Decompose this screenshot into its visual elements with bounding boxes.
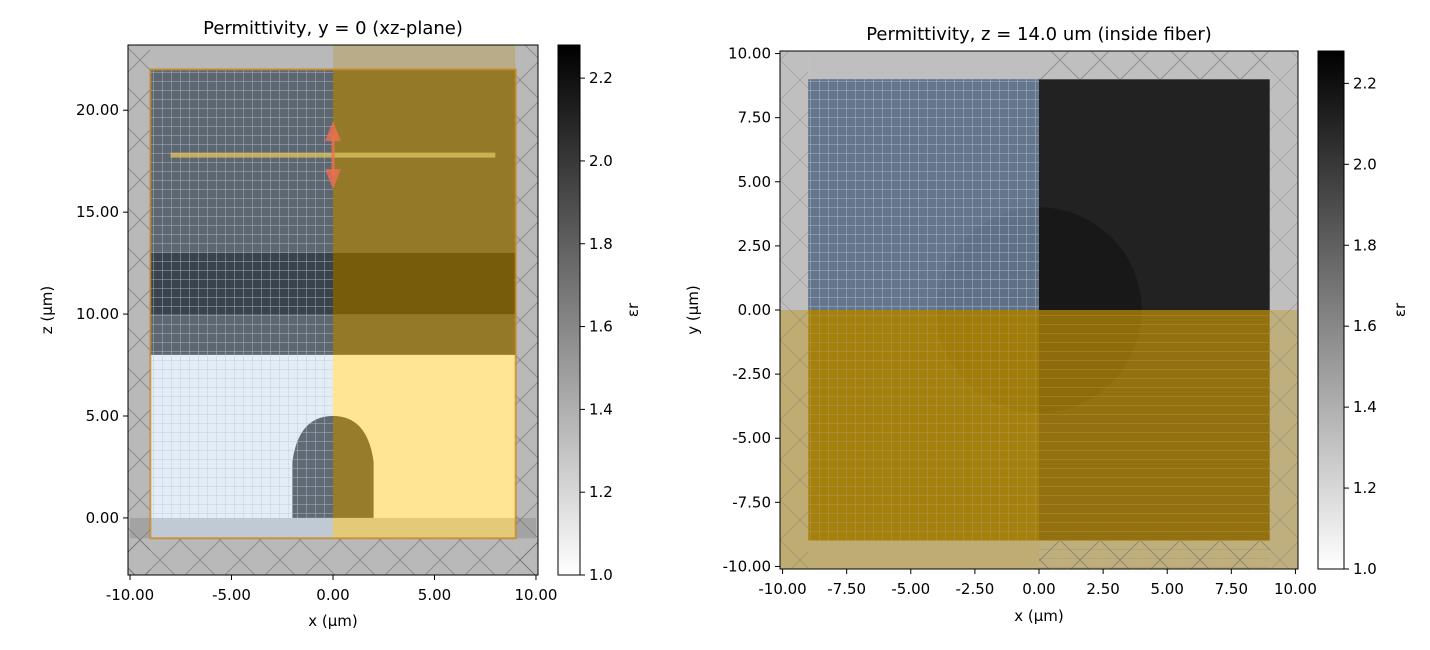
right-x-tick-label: 5.00 bbox=[1151, 580, 1184, 598]
right-x-tick-label: 2.50 bbox=[1086, 580, 1119, 598]
left-x-tick-label: 5.00 bbox=[418, 586, 451, 604]
left-y-tick-label: 20.00 bbox=[76, 101, 119, 119]
colorbar-tick-label: 1.0 bbox=[1353, 560, 1377, 578]
colorbar-tick-label: 1.8 bbox=[1353, 236, 1377, 254]
left-pml-hatch-bottom bbox=[128, 538, 538, 575]
right-y-tick-label: -7.50 bbox=[732, 493, 771, 511]
right-y-tick-label: -10.00 bbox=[723, 557, 771, 575]
right-x-tick-label: -7.50 bbox=[827, 580, 866, 598]
colorbar-tick-label: 2.2 bbox=[1353, 74, 1377, 92]
left-x-tick-label: -10.00 bbox=[106, 586, 154, 604]
right-y-tick-label: 2.50 bbox=[738, 237, 771, 255]
left-symmetry-yellow bbox=[333, 45, 516, 539]
right-pml-hatch-bottom bbox=[1039, 540, 1270, 569]
right-plot-area bbox=[780, 51, 1298, 569]
colorbar-tick-label: 1.0 bbox=[589, 566, 613, 584]
right-x-tick-label: -2.50 bbox=[955, 580, 994, 598]
left-y-tick-label: 10.00 bbox=[76, 305, 119, 323]
left-colorbar-label: εr bbox=[624, 302, 642, 317]
left-plot-area bbox=[128, 45, 538, 575]
right-pml-hatch-right bbox=[1269, 51, 1298, 569]
right-x-tick-label: 10.00 bbox=[1274, 580, 1317, 598]
right-x-tick-label: 0.00 bbox=[1022, 580, 1055, 598]
colorbar-tick-label: 1.6 bbox=[1353, 317, 1377, 335]
right-y-ticks: -10.00 -7.50 -5.00 -2.50 0.00 2.50 5.00 7.50 10.… bbox=[723, 45, 780, 575]
right-title: Permittivity, z = 14.0 um (inside fiber) bbox=[866, 24, 1212, 45]
right-colorbar-label: εr bbox=[1391, 302, 1409, 317]
colorbar-tick-label: 1.4 bbox=[589, 400, 613, 418]
right-x-tick-label: -5.00 bbox=[891, 580, 930, 598]
right-x-tick-label: -10.00 bbox=[758, 580, 806, 598]
left-y-tick-label: 0.00 bbox=[86, 509, 119, 527]
left-panel: -10.00 -5.00 0.00 5.00 10.00 0.00 5.00 10.00 15… bbox=[38, 18, 642, 630]
left-x-label: x (µm) bbox=[308, 612, 358, 630]
left-y-label: z (µm) bbox=[38, 286, 56, 335]
left-pml-top bbox=[150, 45, 516, 70]
colorbar-tick-label: 1.6 bbox=[589, 318, 613, 336]
right-panel: -10.00 -7.50 -5.00 -2.50 0.00 2.50 5.00 7.50 10.… bbox=[684, 24, 1409, 625]
colorbar-tick-label: 2.2 bbox=[589, 69, 613, 87]
right-x-ticks: -10.00 -7.50 -5.00 -2.50 0.00 2.50 5.00 7.50 10.… bbox=[758, 569, 1317, 598]
right-pml-hatch-left bbox=[780, 51, 809, 569]
left-colorbar-ticks: 1.0 1.2 1.4 1.6 1.8 2.0 2.2 bbox=[580, 69, 613, 584]
left-pml-hatch-left bbox=[128, 45, 151, 575]
right-colorbar-ticks: 1.0 1.2 1.4 1.6 1.8 2.0 2.2 bbox=[1344, 74, 1377, 578]
right-y-tick-label: 5.00 bbox=[738, 173, 771, 191]
left-x-tick-label: -5.00 bbox=[212, 586, 251, 604]
right-y-tick-label: 7.50 bbox=[738, 109, 771, 127]
left-source-arrow bbox=[325, 121, 341, 190]
left-y-tick-label: 5.00 bbox=[86, 407, 119, 425]
right-y-tick-label: -2.50 bbox=[732, 365, 771, 383]
colorbar-tick-label: 1.2 bbox=[1353, 479, 1377, 497]
right-colorbar bbox=[1317, 50, 1345, 570]
left-y-tick-label: 15.00 bbox=[76, 203, 119, 221]
colorbar-tick-label: 1.2 bbox=[589, 483, 613, 501]
right-x-label: x (µm) bbox=[1014, 607, 1064, 625]
left-y-ticks: 0.00 5.00 10.00 15.00 20.00 bbox=[76, 101, 128, 527]
right-y-tick-label: -5.00 bbox=[732, 429, 771, 447]
colorbar-tick-label: 2.0 bbox=[589, 152, 613, 170]
right-y-tick-label: 10.00 bbox=[728, 45, 771, 63]
left-pml-hatch-right bbox=[515, 45, 538, 575]
colorbar-tick-label: 1.4 bbox=[1353, 398, 1377, 416]
colorbar-tick-label: 1.8 bbox=[589, 235, 613, 253]
right-symmetry-yellow-lines bbox=[1039, 310, 1270, 569]
left-symmetry-grid bbox=[150, 69, 333, 539]
left-x-tick-label: 10.00 bbox=[514, 586, 557, 604]
right-pml-hatch-top bbox=[1039, 51, 1270, 80]
left-colorbar bbox=[557, 44, 581, 576]
left-x-tick-label: 0.00 bbox=[316, 586, 349, 604]
left-title: Permittivity, y = 0 (xz-plane) bbox=[203, 18, 463, 39]
left-x-ticks: -10.00 -5.00 0.00 5.00 10.00 bbox=[106, 575, 557, 604]
right-y-tick-label: 0.00 bbox=[738, 301, 771, 319]
right-y-label: y (µm) bbox=[684, 285, 702, 335]
right-x-tick-label: 7.50 bbox=[1215, 580, 1248, 598]
right-symmetry-grid bbox=[808, 79, 1039, 311]
right-symmetry-yellow-grid bbox=[808, 310, 1039, 541]
colorbar-tick-label: 2.0 bbox=[1353, 155, 1377, 173]
left-simulation-boundary bbox=[149, 68, 517, 540]
left-source-arrow-head-up bbox=[325, 121, 341, 142]
left-source-arrow-head-down bbox=[325, 169, 341, 190]
